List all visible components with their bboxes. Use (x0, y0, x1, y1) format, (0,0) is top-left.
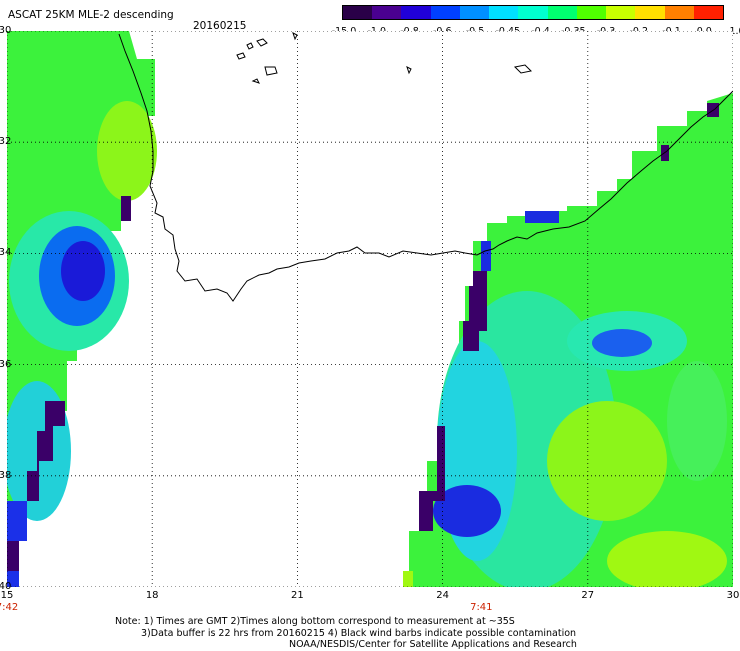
east-sw-cell (403, 571, 413, 587)
colorbar-segment (606, 6, 636, 19)
east-yellowgreen-1 (547, 401, 667, 521)
x-tick-label: 15 (0, 590, 14, 601)
note-line-2: 3)Data buffer is 22 hrs from 20160215 4)… (141, 627, 577, 639)
island-4 (264, 66, 278, 76)
west-south-purple (27, 401, 65, 501)
x-tick-label: 21 (291, 590, 304, 601)
east-green-3 (667, 361, 727, 481)
note-line-3: NOAA/NESDIS/Center for Satellite Applica… (289, 639, 577, 650)
map-date: 20160215 (193, 20, 247, 32)
grid-lines (7, 31, 733, 587)
island-8 (251, 78, 260, 84)
island-7 (513, 64, 533, 74)
time-label: 7:42 (0, 602, 19, 613)
colorbar-segment (547, 6, 578, 19)
colorbar-segment (664, 6, 695, 19)
x-tick-label: 30 (726, 590, 740, 601)
island-3 (256, 38, 268, 47)
colorbar-segment (635, 6, 666, 19)
island-1 (236, 52, 246, 60)
west-purple-cell (121, 196, 131, 221)
time-label: 7:41 (470, 602, 493, 613)
colorbar-segment (401, 6, 432, 19)
colorbar-segment (372, 6, 402, 19)
west-deep-region (61, 241, 105, 301)
colorbar-segment (693, 6, 724, 19)
island-5 (292, 32, 298, 41)
map-panel (7, 31, 733, 587)
colorbar (342, 5, 724, 20)
colorbar-segment (343, 6, 373, 19)
x-tick-label: 24 (436, 590, 449, 601)
map-svg (7, 31, 733, 587)
map-title: ASCAT 25KM MLE-2 descending (8, 9, 174, 21)
colorbar-segment (459, 6, 490, 19)
island-2 (246, 42, 254, 50)
colorbar-label: 1.0 (729, 26, 740, 37)
x-tick-label: 18 (145, 590, 159, 601)
swath-layer (7, 31, 733, 587)
note-line-1: Note: 1) Times are GMT 2)Times along bot… (115, 616, 515, 627)
notes-block: Note: 1) Times are GMT 2)Times along bot… (115, 616, 577, 651)
x-tick-label: 27 (581, 590, 595, 601)
east-top-blue (525, 211, 559, 223)
colorbar-segment (489, 6, 519, 19)
colorbar-segment (518, 6, 549, 19)
east-south-blue (433, 485, 501, 537)
east-coast-blue (481, 241, 491, 271)
colorbar-segment (430, 6, 461, 19)
coastline-west (118, 33, 733, 302)
east-coast-purple (463, 271, 487, 351)
coastline (118, 32, 733, 302)
west-edge-purple (7, 541, 19, 571)
east-yellowgreen-2 (607, 531, 727, 587)
west-yellowgreen (97, 101, 157, 201)
island-6 (406, 66, 412, 75)
east-mid-blue (592, 329, 652, 357)
colorbar-segment (576, 6, 607, 19)
east-south-purple (419, 426, 445, 531)
